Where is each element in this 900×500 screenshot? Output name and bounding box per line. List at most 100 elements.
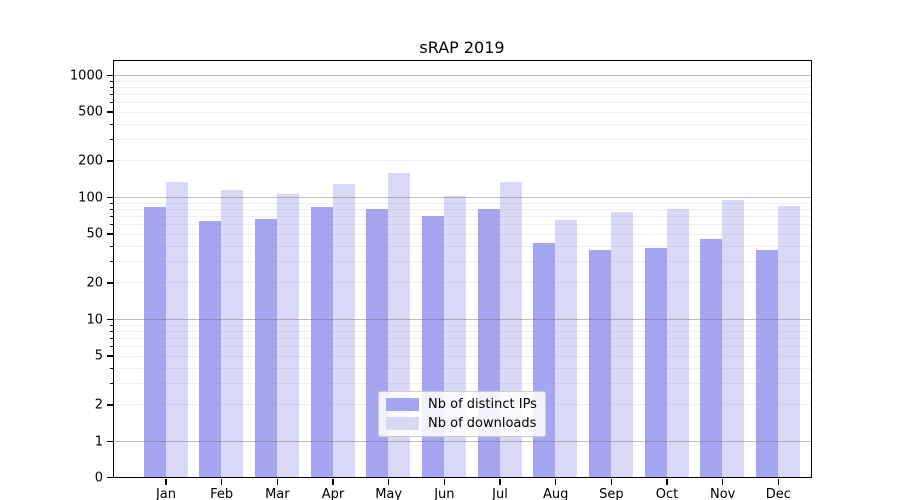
y-minor-tick-mark	[110, 80, 113, 82]
x-tick-label: Nov 2019	[710, 487, 736, 500]
x-tick-label: Aug 2019	[542, 487, 569, 500]
y-minor-tick-mark	[110, 224, 113, 226]
x-tick-label: May 2019	[375, 487, 403, 500]
y-tick-mark	[107, 74, 113, 77]
y-tick-mark	[107, 318, 113, 321]
x-tick-mark	[443, 479, 446, 485]
y-tick-mark	[107, 282, 113, 284]
y-minor-tick-mark	[110, 93, 113, 95]
x-tick-mark	[666, 479, 668, 485]
y-tick-label: 20	[86, 275, 103, 291]
y-tick-label: 50	[86, 226, 103, 242]
y-tick-label: 5	[94, 348, 103, 364]
legend: Nb of distinct IPs Nb of downloads	[378, 391, 546, 437]
bar-downloads-oct	[666, 208, 689, 477]
minor-gridline	[114, 337, 811, 339]
x-tick-label: Jan 2019	[155, 487, 177, 500]
y-tick-mark	[107, 404, 113, 406]
plot-area	[113, 60, 812, 478]
legend-label-downloads: Nb of downloads	[428, 416, 537, 431]
minor-gridline	[114, 355, 811, 357]
legend-item-distinct-ips: Nb of distinct IPs	[386, 397, 537, 412]
y-tick-label: 200	[78, 153, 103, 169]
bar-downloads-aug	[555, 219, 578, 477]
minor-gridline	[114, 202, 811, 204]
legend-swatch-distinct-ips	[386, 398, 419, 411]
y-tick-mark	[107, 160, 113, 162]
bar-distinct-ips-mar	[254, 219, 277, 477]
bar-distinct-ips-feb	[199, 220, 222, 477]
minor-gridline	[114, 245, 811, 247]
y-minor-tick-mark	[110, 367, 113, 369]
y-minor-tick-mark	[110, 337, 113, 339]
y-minor-tick-mark	[110, 346, 113, 348]
minor-gridline	[114, 330, 811, 332]
x-tick-mark	[499, 479, 501, 485]
bar-distinct-ips-apr	[310, 206, 333, 477]
chart-title: sRAP 2019	[419, 38, 505, 57]
minor-gridline	[114, 367, 811, 369]
y-minor-tick-mark	[110, 86, 113, 88]
y-minor-tick-mark	[110, 202, 113, 204]
minor-gridline	[114, 215, 811, 217]
y-minor-tick-mark	[110, 382, 113, 384]
y-minor-tick-mark	[110, 215, 113, 217]
minor-gridline	[114, 160, 811, 162]
y-minor-tick-mark	[110, 123, 113, 125]
x-tick-mark	[220, 479, 223, 485]
minor-gridline	[114, 346, 811, 348]
minor-gridline	[114, 324, 811, 326]
x-tick-label: Jun 2019	[434, 487, 455, 500]
x-tick-label: Oct 2019	[655, 487, 679, 500]
y-minor-tick-mark	[110, 245, 113, 247]
x-tick-mark	[610, 479, 613, 485]
major-gridline	[114, 75, 811, 76]
x-tick-label: Jul 2019	[492, 487, 508, 500]
minor-gridline	[114, 224, 811, 226]
y-tick-mark	[107, 355, 113, 357]
legend-swatch-downloads	[386, 417, 419, 430]
y-minor-tick-mark	[110, 324, 113, 326]
x-tick-mark	[777, 479, 780, 485]
minor-gridline	[114, 233, 811, 235]
major-gridline	[114, 441, 811, 442]
x-tick-label: Dec 2019	[765, 487, 791, 500]
x-tick-mark	[276, 479, 279, 485]
x-tick-mark	[332, 479, 334, 485]
y-tick-label: 1	[94, 434, 103, 449]
y-tick-mark	[107, 196, 113, 199]
minor-gridline	[114, 282, 811, 284]
y-minor-tick-mark	[110, 330, 113, 332]
x-tick-label: Mar 2019	[265, 487, 290, 500]
x-tick-label: Feb 2019	[210, 487, 234, 500]
y-minor-tick-mark	[110, 102, 113, 104]
y-tick-label: 10	[86, 312, 103, 327]
major-gridline	[114, 197, 811, 198]
y-tick-label: 1000	[69, 68, 103, 83]
bar-downloads-sep	[610, 211, 633, 477]
y-tick-label: 500	[78, 104, 103, 120]
bar-distinct-ips-dec	[755, 249, 778, 477]
minor-gridline	[114, 80, 811, 82]
bar-distinct-ips-nov	[700, 239, 723, 477]
legend-item-downloads: Nb of downloads	[386, 416, 537, 431]
minor-gridline	[114, 111, 811, 113]
minor-gridline	[114, 208, 811, 210]
legend-label-distinct-ips: Nb of distinct IPs	[428, 397, 537, 412]
y-tick-mark	[107, 111, 113, 113]
y-tick-mark	[107, 233, 113, 235]
y-minor-tick-mark	[110, 208, 113, 210]
x-tick-mark	[721, 479, 724, 485]
x-tick-mark	[165, 479, 167, 485]
minor-gridline	[114, 93, 811, 95]
bar-downloads-mar	[276, 194, 299, 477]
y-minor-tick-mark	[110, 260, 113, 262]
bar-downloads-apr	[332, 183, 355, 477]
y-tick-label: 0	[94, 470, 103, 485]
x-tick-label: Apr 2019	[321, 487, 345, 500]
y-tick-label: 2	[94, 397, 103, 413]
x-tick-mark	[387, 479, 390, 485]
bar-distinct-ips-oct	[644, 248, 667, 477]
minor-gridline	[114, 102, 811, 104]
